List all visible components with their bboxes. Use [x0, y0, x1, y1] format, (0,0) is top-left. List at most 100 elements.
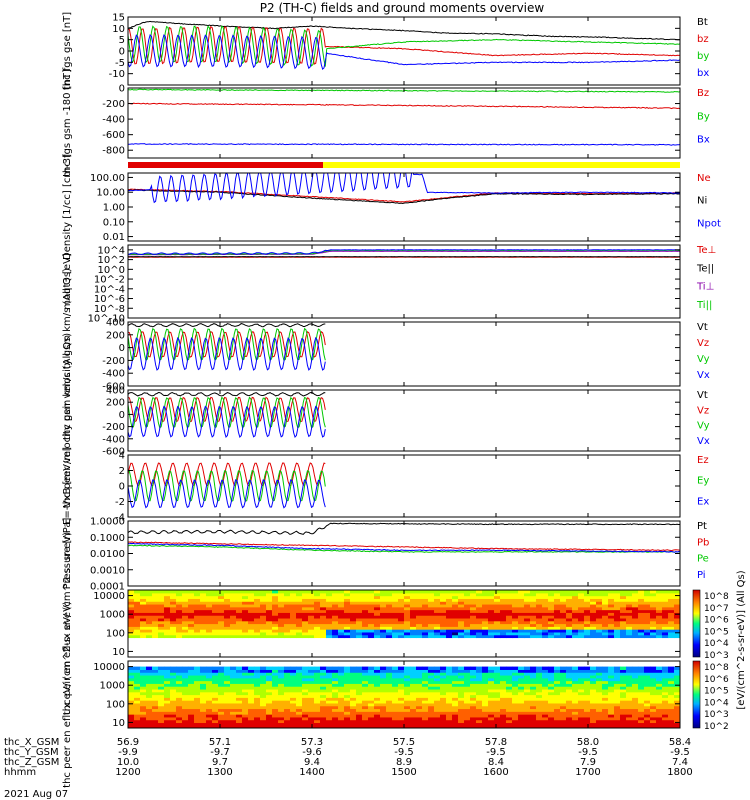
heatmap-cell [428, 595, 435, 599]
heatmap-cell [290, 700, 297, 704]
heatmap-cell [662, 714, 669, 718]
heatmap-cell [380, 711, 387, 715]
heatmap-cell [248, 702, 255, 707]
heatmap-cell [530, 686, 537, 690]
heatmap-cell [284, 634, 291, 639]
heatmap-cell [674, 716, 680, 721]
heatmap-cell [410, 666, 417, 670]
heatmap-cell [164, 629, 171, 633]
heatmap-cell [584, 601, 591, 605]
heatmap-cell [296, 722, 303, 726]
heatmap-cell [608, 598, 615, 602]
heatmap-cell [428, 615, 435, 619]
heatmap-cell [518, 711, 525, 715]
heatmap-cell [566, 626, 573, 630]
heatmap-cell [380, 725, 387, 728]
heatmap-cell [434, 711, 441, 715]
heatmap-cell [464, 631, 471, 636]
heatmap-cell [230, 700, 237, 704]
heatmap-cell [428, 722, 435, 726]
heatmap-cell [362, 609, 369, 613]
heatmap-cell [230, 606, 237, 611]
heatmap-cell [668, 686, 675, 690]
heatmap-cell [542, 716, 549, 721]
heatmap-cell [356, 688, 363, 693]
heatmap-cell [560, 631, 567, 636]
heatmap-cell [278, 719, 285, 724]
heatmap-cell [470, 631, 477, 636]
heatmap-cell [434, 666, 441, 670]
heatmap-cell [170, 603, 177, 608]
heatmap-cell [584, 617, 591, 622]
heatmap-cell [446, 631, 453, 636]
heatmap-cell [230, 603, 237, 608]
heatmap-cell [332, 708, 339, 712]
heatmap-cell [500, 688, 507, 693]
heatmap-cell [260, 694, 267, 698]
heatmap-cell [644, 708, 651, 712]
heatmap-cell [482, 626, 489, 630]
heatmap-cell [194, 626, 201, 630]
heatmap-cell [422, 708, 429, 712]
heatmap-cell [164, 612, 171, 616]
series-line-Vt [128, 323, 326, 328]
heatmap-cell [272, 666, 279, 670]
heatmap-cell [284, 680, 291, 684]
heatmap-cells [128, 590, 680, 639]
heatmap-cell [482, 603, 489, 608]
heatmap-cell [584, 714, 591, 718]
heatmap-cell [140, 677, 147, 682]
heatmap-cell [572, 716, 579, 721]
heatmap-cell [152, 617, 159, 622]
heatmap-cell [608, 683, 615, 687]
panel-series [128, 462, 326, 509]
y-axis-label: thc peer en eflux eV/ (cm^2-s- sr-eV) [62, 601, 73, 788]
heatmap-cell [542, 677, 549, 682]
heatmap-cell [662, 598, 669, 602]
heatmap-cell [590, 634, 597, 639]
heatmap-cell [320, 708, 327, 712]
heatmap-cell [656, 677, 663, 682]
heatmap-cell [380, 700, 387, 704]
heatmap-cell [578, 677, 585, 682]
heatmap-cell [536, 711, 543, 715]
heatmap-cell [290, 617, 297, 622]
heatmap-cell [524, 592, 531, 597]
heatmap-cell [674, 617, 680, 622]
heatmap-cell [446, 716, 453, 721]
heatmap-cell [398, 716, 405, 721]
heatmap-cell [584, 688, 591, 693]
heatmap-cell [332, 626, 339, 630]
heatmap-cell [338, 620, 345, 625]
heatmap-cell [560, 601, 567, 605]
heatmap-cell [194, 688, 201, 693]
heatmap-cell [572, 688, 579, 693]
heatmap-cell [668, 688, 675, 693]
heatmap-cell [446, 719, 453, 724]
heatmap-cell [620, 590, 627, 594]
legend-Bx: Bx [697, 135, 710, 146]
heatmap-cell [506, 629, 513, 633]
heatmap-cell [488, 714, 495, 718]
heatmap-cell [440, 705, 447, 710]
heatmap-cell [194, 691, 201, 696]
heatmap-cell [170, 725, 177, 728]
heatmap-cell [656, 617, 663, 622]
heatmap-cell [644, 705, 651, 710]
heatmap-cell [632, 672, 639, 676]
heatmap-cell [440, 702, 447, 707]
heatmap-cell [446, 669, 453, 673]
heatmap-cell [614, 592, 621, 597]
heatmap-cell [500, 691, 507, 696]
heatmap-cell [302, 672, 309, 676]
heatmap-cell [206, 666, 213, 670]
heatmap-cell [152, 606, 159, 611]
heatmap-cell [278, 680, 285, 684]
heatmap-cell [488, 669, 495, 673]
heatmap-cell [602, 609, 609, 613]
heatmap-cell [458, 595, 465, 599]
heatmap-cell [560, 623, 567, 627]
heatmap-cell [428, 697, 435, 701]
panel-series [128, 20, 680, 70]
